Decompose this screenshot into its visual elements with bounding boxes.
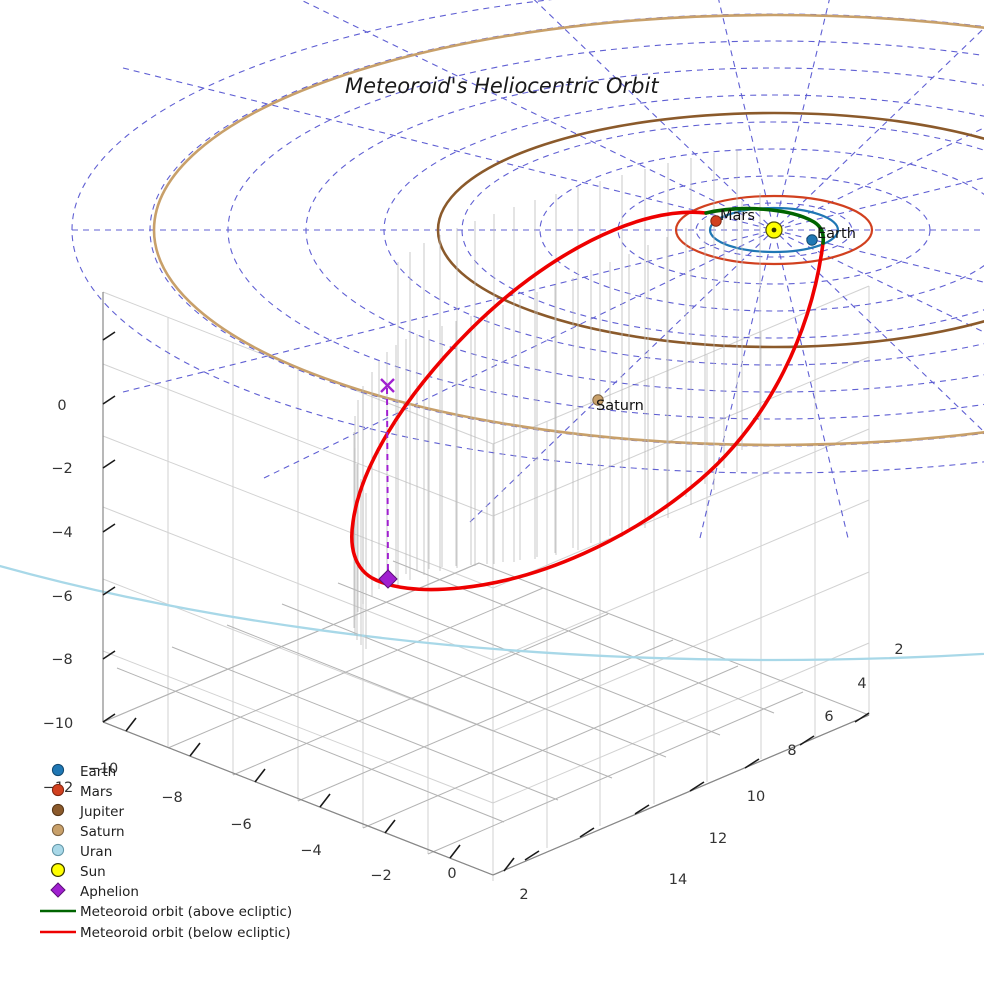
x-tick-0: −10 — [88, 761, 119, 777]
saturn-orbit — [152, 13, 984, 447]
legend-item-sun[interactable]: Sun — [50, 862, 106, 880]
sun-marker — [765, 221, 783, 239]
legend-label-mars: Mars — [80, 784, 113, 800]
x-tick-4: −2 — [370, 868, 391, 884]
legend-label-earth: Earth — [80, 764, 116, 780]
z-tick-1: −2 — [51, 461, 72, 477]
aphelion-projection-line — [386, 387, 389, 577]
axis-ticks — [102, 331, 870, 872]
z-tick-2: −4 — [51, 525, 72, 541]
x-tick-6: 2 — [519, 887, 528, 903]
legend-item-uran[interactable]: Uran — [51, 843, 112, 860]
legend-item-saturn[interactable]: Saturn — [51, 823, 125, 840]
legend-marker-saturn-icon — [51, 823, 65, 837]
legend-label-jupiter: Jupiter — [79, 804, 124, 820]
y-tick-5: 12 — [709, 831, 727, 847]
legend-marker-jupiter-icon — [51, 803, 65, 817]
y-tick-0: 2 — [894, 642, 903, 658]
legend-marker-aphelion-icon — [50, 882, 66, 898]
y-tick-2: 6 — [824, 709, 833, 725]
plot-body-labels: Mars Earth Saturn — [596, 208, 856, 414]
legend-marker-sun-icon — [50, 862, 66, 878]
y-tick-4: 10 — [747, 789, 765, 805]
x-tick-5: 0 — [447, 866, 456, 882]
legend-label-saturn: Saturn — [80, 824, 125, 840]
legend-item-earth[interactable]: Earth — [51, 763, 116, 780]
z-tick-4: −8 — [51, 652, 72, 668]
page-title: Meteoroid's Heliocentric Orbit — [345, 74, 659, 98]
y-tick-6: 14 — [669, 872, 687, 888]
x-tick-1: −8 — [161, 790, 182, 806]
y-tick-3: 8 — [787, 743, 796, 759]
aphelion-marker — [378, 569, 398, 589]
uranus-orbit — [0, 564, 984, 662]
axes-3d-panes — [102, 285, 870, 881]
legend-label-aphelion: Aphelion — [80, 884, 139, 900]
z-tick-0: 0 — [57, 398, 66, 414]
label-saturn: Saturn — [596, 398, 644, 414]
meteoroid-stem-lines — [353, 149, 761, 649]
y-tick-1: 4 — [857, 676, 866, 692]
planet-orbits — [0, 13, 984, 662]
z-tick-3: −6 — [51, 589, 72, 605]
legend-marker-mars-icon — [51, 783, 65, 797]
legend-item-jupiter[interactable]: Jupiter — [51, 803, 124, 820]
aphelion-projection-x — [380, 378, 395, 393]
aphelion-group — [378, 378, 398, 589]
saturn-marker — [592, 394, 604, 406]
label-mars: Mars — [720, 208, 755, 224]
legend-label-uran: Uran — [80, 844, 112, 860]
jupiter-orbit — [436, 111, 984, 349]
label-earth: Earth — [817, 226, 856, 242]
legend-label-meteoroid-below: Meteoroid orbit (below ecliptic) — [80, 925, 291, 941]
legend-marker-uran-icon — [51, 843, 65, 857]
mars-orbit — [674, 194, 874, 266]
y-axis-tick-labels: 2 4 6 8 10 12 14 — [669, 642, 904, 888]
z-tick-5: −10 — [43, 716, 74, 732]
meteoroid-orbit-above — [704, 206, 826, 245]
earth-orbit — [708, 206, 840, 254]
legend-label-meteoroid-above: Meteoroid orbit (above ecliptic) — [80, 904, 292, 920]
x-axis-tick-labels: −10 −8 −6 −4 −2 0 2 — [88, 761, 529, 903]
legend-item-mars[interactable]: Mars — [51, 783, 113, 800]
meteoroid-orbit-below — [350, 210, 825, 592]
legend-marker-earth-icon — [51, 763, 65, 777]
planet-body-markers — [592, 215, 818, 406]
legend-item-meteoroid-below[interactable]: Meteoroid orbit (below ecliptic) — [40, 925, 291, 941]
legend: Earth Mars Jupiter Saturn — [40, 763, 292, 941]
x-tick-2: −6 — [230, 817, 251, 833]
x-tick-3: −4 — [300, 843, 321, 859]
earth-marker — [806, 234, 818, 246]
mars-marker — [710, 215, 722, 227]
legend-label-sun: Sun — [80, 864, 106, 880]
legend-item-meteoroid-above[interactable]: Meteoroid orbit (above ecliptic) — [40, 904, 292, 920]
x-axis-spine — [102, 721, 494, 876]
legend-item-aphelion[interactable]: Aphelion — [50, 882, 139, 900]
